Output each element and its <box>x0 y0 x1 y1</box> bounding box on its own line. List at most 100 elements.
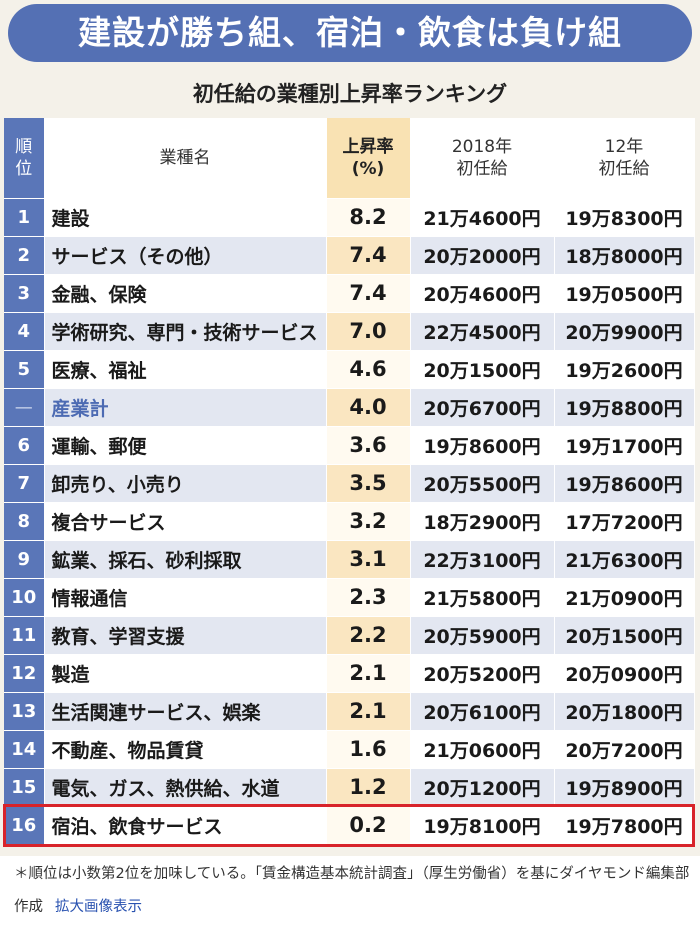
salary-2012-cell: 21万0900円 <box>554 578 695 617</box>
salary-2012-cell: 20万9900円 <box>554 312 695 351</box>
table-row: 12 製造 2.1 20万5200円 20万0900円 <box>4 654 695 693</box>
salary-2018-cell: 20万1200円 <box>410 768 555 807</box>
table-row: 2 サービス（その他） 7.4 20万2000円 18万8000円 <box>4 236 695 275</box>
rate-cell: 8.2 <box>326 198 411 237</box>
rank-cell: 12 <box>4 654 45 693</box>
rate-cell: 1.2 <box>326 768 411 807</box>
salary-2012-cell: 19万8300円 <box>554 198 695 237</box>
salary-2012-cell: 20万1500円 <box>554 616 695 655</box>
rate-cell: 3.1 <box>326 540 411 579</box>
industry-cell: 宿泊、飲食サービス <box>44 806 327 845</box>
rank-cell: 15 <box>4 768 45 807</box>
table-row: 1 建設 8.2 21万4600円 19万8300円 <box>4 198 695 237</box>
salary-2018-cell: 20万6100円 <box>410 692 555 731</box>
salary-2018-cell: 20万6700円 <box>410 388 555 427</box>
rank-cell: 7 <box>4 464 45 503</box>
table-row-total: — 産業計 4.0 20万6700円 19万8800円 <box>4 388 695 427</box>
salary-2012-cell: 21万6300円 <box>554 540 695 579</box>
industry-cell: 卸売り、小売り <box>44 464 327 503</box>
rate-cell: 3.2 <box>326 502 411 541</box>
salary-2018-cell: 19万8100円 <box>410 806 555 845</box>
header-salary-2012: 12年 初任給 <box>554 118 695 199</box>
salary-2018-cell: 18万2900円 <box>410 502 555 541</box>
rate-cell: 4.0 <box>326 388 411 427</box>
table-row: 4 学術研究、専門・技術サービス 7.0 22万4500円 20万9900円 <box>4 312 695 351</box>
salary-2012-cell: 19万0500円 <box>554 274 695 313</box>
footnote: ＊順位は小数第2位を加味している。「賃金構造基本統計調査」（厚生労働省）を基にダ… <box>14 858 694 924</box>
industry-cell: 建設 <box>44 198 327 237</box>
salary-2012-cell: 17万7200円 <box>554 502 695 541</box>
rate-cell: 3.5 <box>326 464 411 503</box>
salary-2018-cell: 22万3100円 <box>410 540 555 579</box>
rank-cell: 14 <box>4 730 45 769</box>
salary-2012-cell: 19万8800円 <box>554 388 695 427</box>
table-row: 14 不動産、物品賃貸 1.6 21万0600円 20万7200円 <box>4 730 695 769</box>
table-row: 10 情報通信 2.3 21万5800円 21万0900円 <box>4 578 695 617</box>
salary-2018-cell: 21万0600円 <box>410 730 555 769</box>
table-row: 3 金融、保険 7.4 20万4600円 19万0500円 <box>4 274 695 313</box>
industry-cell: 医療、福祉 <box>44 350 327 389</box>
chart-subtitle: 初任給の業種別上昇率ランキング <box>192 82 508 106</box>
header-industry: 業種名 <box>44 118 327 199</box>
rate-cell: 2.2 <box>326 616 411 655</box>
table-row: 15 電気、ガス、熱供給、水道 1.2 20万1200円 19万8900円 <box>4 768 695 807</box>
salary-2018-cell: 20万1500円 <box>410 350 555 389</box>
rank-cell: 6 <box>4 426 45 465</box>
industry-cell: 運輸、郵便 <box>44 426 327 465</box>
salary-2018-cell: 20万5900円 <box>410 616 555 655</box>
header-rank: 順位 <box>4 118 45 199</box>
industry-cell: 生活関連サービス、娯楽 <box>44 692 327 731</box>
table-header-row: 順位 業種名 上昇率 (%) 2018年 初任給 12年 初任給 <box>4 118 695 199</box>
salary-2018-cell: 19万8600円 <box>410 426 555 465</box>
salary-2012-cell: 19万8600円 <box>554 464 695 503</box>
industry-cell: 製造 <box>44 654 327 693</box>
header-salary-2018: 2018年 初任給 <box>410 118 555 199</box>
industry-cell: サービス（その他） <box>44 236 327 275</box>
rank-cell: 2 <box>4 236 45 275</box>
rate-cell: 7.4 <box>326 236 411 275</box>
rate-cell: 7.4 <box>326 274 411 313</box>
salary-2012-cell: 19万7800円 <box>554 806 695 845</box>
rank-cell: 16 <box>4 806 45 845</box>
rank-cell: 3 <box>4 274 45 313</box>
table-row: 8 複合サービス 3.2 18万2900円 17万7200円 <box>4 502 695 541</box>
rate-cell: 0.2 <box>326 806 411 845</box>
salary-2012-cell: 20万1800円 <box>554 692 695 731</box>
rank-cell: — <box>4 388 45 427</box>
industry-cell: 金融、保険 <box>44 274 327 313</box>
industry-cell: 産業計 <box>44 388 327 427</box>
industry-cell: 鉱業、採石、砂利採取 <box>44 540 327 579</box>
salary-2018-cell: 21万5800円 <box>410 578 555 617</box>
salary-2012-cell: 19万2600円 <box>554 350 695 389</box>
ranking-table: 順位 業種名 上昇率 (%) 2018年 初任給 12年 初任給 1 建設 8.2 2… <box>4 118 695 845</box>
salary-2018-cell: 20万2000円 <box>410 236 555 275</box>
rate-cell: 2.1 <box>326 654 411 693</box>
salary-2012-cell: 20万7200円 <box>554 730 695 769</box>
rank-cell: 9 <box>4 540 45 579</box>
rank-cell: 8 <box>4 502 45 541</box>
industry-cell: 電気、ガス、熱供給、水道 <box>44 768 327 807</box>
table-row: 13 生活関連サービス、娯楽 2.1 20万6100円 20万1800円 <box>4 692 695 731</box>
header-rank-label: 順位 <box>15 136 33 179</box>
salary-2018-cell: 21万4600円 <box>410 198 555 237</box>
salary-2018-cell: 20万4600円 <box>410 274 555 313</box>
rank-cell: 10 <box>4 578 45 617</box>
table-row: 6 運輸、郵便 3.6 19万8600円 19万1700円 <box>4 426 695 465</box>
rank-cell: 4 <box>4 312 45 351</box>
industry-cell: 学術研究、専門・技術サービス <box>44 312 327 351</box>
industry-cell: 複合サービス <box>44 502 327 541</box>
title-banner: 建設が勝ち組、宿泊・飲食は負け組 <box>8 4 692 62</box>
rate-cell: 1.6 <box>326 730 411 769</box>
rank-cell: 1 <box>4 198 45 237</box>
salary-2012-cell: 18万8000円 <box>554 236 695 275</box>
enlarge-image-link[interactable]: 拡大画像表示 <box>55 899 142 915</box>
rate-cell: 4.6 <box>326 350 411 389</box>
industry-cell: 情報通信 <box>44 578 327 617</box>
table-row: 7 卸売り、小売り 3.5 20万5500円 19万8600円 <box>4 464 695 503</box>
salary-2018-cell: 20万5200円 <box>410 654 555 693</box>
rate-cell: 7.0 <box>326 312 411 351</box>
header-rate: 上昇率 (%) <box>326 118 411 199</box>
salary-2018-cell: 22万4500円 <box>410 312 555 351</box>
table-row: 11 教育、学習支援 2.2 20万5900円 20万1500円 <box>4 616 695 655</box>
industry-cell: 不動産、物品賃貸 <box>44 730 327 769</box>
